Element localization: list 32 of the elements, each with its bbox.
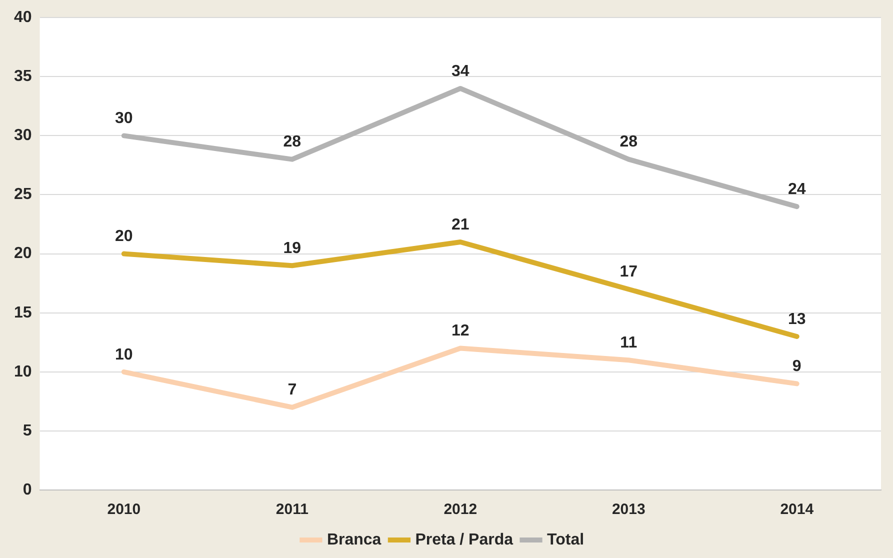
data-label: 19 — [283, 240, 302, 258]
y-tick-label: 25 — [14, 186, 32, 204]
data-label: 9 — [792, 358, 802, 376]
y-tick-label: 40 — [14, 9, 32, 26]
y-tick-label: 0 — [22, 481, 32, 498]
x-tick-label: 2013 — [612, 501, 646, 518]
data-label: 7 — [288, 382, 297, 399]
legend-label: Branca — [326, 531, 382, 548]
data-label: 12 — [452, 322, 470, 340]
data-label: 30 — [115, 110, 133, 128]
legend-label: Preta / Parda — [415, 531, 514, 548]
y-tick-label: 5 — [22, 422, 32, 440]
y-tick-label: 30 — [14, 127, 32, 144]
y-tick-label: 15 — [14, 304, 32, 322]
y-tick-label: 35 — [14, 68, 32, 86]
data-label: 11 — [620, 334, 638, 352]
data-label: 34 — [452, 62, 470, 80]
x-tick-label: 2010 — [107, 501, 141, 518]
data-label: 10 — [115, 346, 133, 364]
data-label: 20 — [115, 228, 133, 246]
y-tick-label: 10 — [14, 363, 32, 380]
data-label: 24 — [788, 180, 806, 198]
data-label: 13 — [788, 310, 806, 328]
x-tick-label: 2014 — [780, 501, 814, 518]
x-tick-label: 2011 — [276, 501, 308, 518]
x-tick-label: 2012 — [444, 501, 478, 518]
data-label: 17 — [620, 264, 638, 281]
data-label: 21 — [452, 216, 470, 234]
data-label: 28 — [620, 134, 638, 151]
legend-label: Total — [547, 531, 584, 548]
y-tick-label: 20 — [14, 245, 32, 262]
data-label: 28 — [283, 134, 302, 151]
